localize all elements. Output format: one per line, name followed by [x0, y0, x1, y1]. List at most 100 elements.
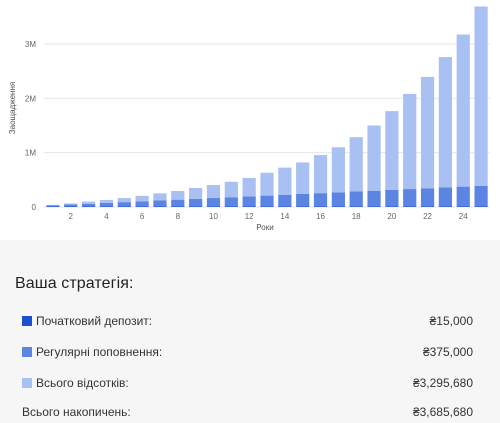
- legend-swatch-initial-deposit: [22, 316, 32, 326]
- bar-segment: [81, 201, 96, 204]
- bar-segment: [189, 187, 203, 199]
- bar-segment: [403, 189, 417, 207]
- bar-segment: [385, 111, 399, 190]
- bar-segment: [81, 206, 96, 207]
- bar-segment: [420, 76, 435, 189]
- bar-segment: [403, 94, 417, 190]
- bar-segment: [456, 34, 470, 187]
- bar-segment: [99, 206, 114, 207]
- bar-segment: [331, 206, 345, 207]
- bar-segment: [81, 203, 96, 207]
- bar-segment: [296, 162, 310, 194]
- x-tick-label: 12: [245, 212, 254, 221]
- bar-segment: [296, 193, 310, 207]
- bar-segment: [117, 202, 131, 207]
- bar-segment: [456, 186, 470, 207]
- y-axis-title: Заощадження: [8, 82, 17, 134]
- summary-label: Всього відсотків:: [36, 376, 129, 390]
- bar-segment: [64, 203, 78, 205]
- bar-segment: [46, 205, 60, 207]
- bar-segment: [189, 206, 203, 207]
- bars: [46, 6, 488, 207]
- legend-swatch-regular-contributions: [22, 347, 32, 357]
- bar-segment: [153, 206, 167, 207]
- bar-segment: [206, 184, 221, 199]
- bar-segment: [349, 191, 363, 207]
- bar-segment: [438, 187, 453, 207]
- bar-segment: [117, 198, 131, 203]
- x-tick-label: 24: [459, 212, 468, 221]
- bar-segment: [331, 192, 345, 207]
- x-tick-label: 14: [280, 212, 289, 221]
- bar-segment: [206, 198, 221, 207]
- bar-segment: [438, 57, 453, 188]
- bar-segment: [224, 206, 238, 207]
- bar-segment: [278, 167, 292, 195]
- summary-total-value: ₴3,685,680: [412, 405, 473, 419]
- bar-segment: [171, 190, 185, 200]
- x-tick-label: 6: [140, 212, 145, 221]
- savings-chart: 0 1M 2M 3M 2 4 6 8 10 12 14 16 18 20 22 24 Роки Заощад…: [8, 6, 490, 232]
- bar-segment: [385, 189, 399, 207]
- bar-segment: [278, 194, 292, 207]
- bar-segment: [64, 204, 78, 207]
- bar-segment: [474, 6, 488, 186]
- bar-segment: [260, 195, 274, 207]
- bar-segment: [331, 147, 345, 193]
- bar-segment: [242, 177, 256, 197]
- bar-segment: [117, 206, 131, 207]
- bar-segment: [135, 201, 149, 207]
- strategy-summary: Ваша стратегія: Початковий депозит: ₴15,…: [0, 240, 500, 423]
- summary-row-total-savings: Всього накопичень: ₴3,685,680: [22, 403, 473, 423]
- bar-segment: [171, 199, 185, 207]
- bar-segment: [224, 181, 238, 198]
- x-tick-label: 16: [316, 212, 325, 221]
- bar-segment: [403, 206, 417, 207]
- y-tick-label: 2M: [25, 94, 36, 103]
- bar-segment: [206, 206, 221, 207]
- bar-segment: [367, 125, 381, 191]
- summary-row-total-interest: Всього відсотків: ₴3,295,680: [22, 374, 473, 394]
- bar-segment: [153, 200, 167, 207]
- bar-segment: [474, 206, 488, 207]
- x-axis-title: Роки: [256, 223, 273, 232]
- bar-segment: [224, 197, 238, 207]
- bar-segment: [349, 137, 363, 192]
- y-tick-label: 0: [32, 203, 37, 212]
- x-tick-label: 18: [352, 212, 361, 221]
- bar-segment: [474, 185, 488, 207]
- summary-row-regular-contributions: Регулярні поповнення: ₴375,000: [22, 343, 473, 363]
- bar-segment: [46, 206, 60, 207]
- bar-segment: [189, 198, 203, 207]
- bar-segment: [278, 206, 292, 207]
- bar-segment: [99, 202, 114, 207]
- summary-label: Регулярні поповнення:: [36, 345, 163, 359]
- bar-segment: [64, 206, 78, 207]
- strategy-title: Ваша стратегія:: [15, 275, 134, 292]
- bar-segment: [135, 206, 149, 207]
- bar-segment: [260, 172, 274, 196]
- bar-segment: [313, 206, 328, 207]
- bar-segment: [420, 188, 435, 207]
- legend-swatch-total-interest: [22, 378, 32, 388]
- x-tick-label: 8: [176, 212, 181, 221]
- bar-segment: [296, 206, 310, 207]
- bar-segment: [153, 193, 167, 201]
- x-tick-label: 22: [423, 212, 432, 221]
- bar-segment: [438, 206, 453, 207]
- bar-segment: [313, 155, 328, 194]
- bar-segment: [46, 204, 60, 206]
- bar-segment: [99, 199, 114, 203]
- y-tick-label: 1M: [25, 149, 36, 158]
- x-tick-labels: 2 4 6 8 10 12 14 16 18 20 22 24: [69, 212, 469, 221]
- bar-segment: [349, 206, 363, 207]
- bar-segment: [242, 196, 256, 207]
- bar-segment: [171, 206, 185, 207]
- bar-segment: [420, 206, 435, 207]
- bar-segment: [367, 190, 381, 207]
- bar-segment: [313, 193, 328, 207]
- x-tick-label: 2: [69, 212, 74, 221]
- y-tick-labels: 0 1M 2M 3M: [25, 40, 37, 212]
- bar-segment: [242, 206, 256, 207]
